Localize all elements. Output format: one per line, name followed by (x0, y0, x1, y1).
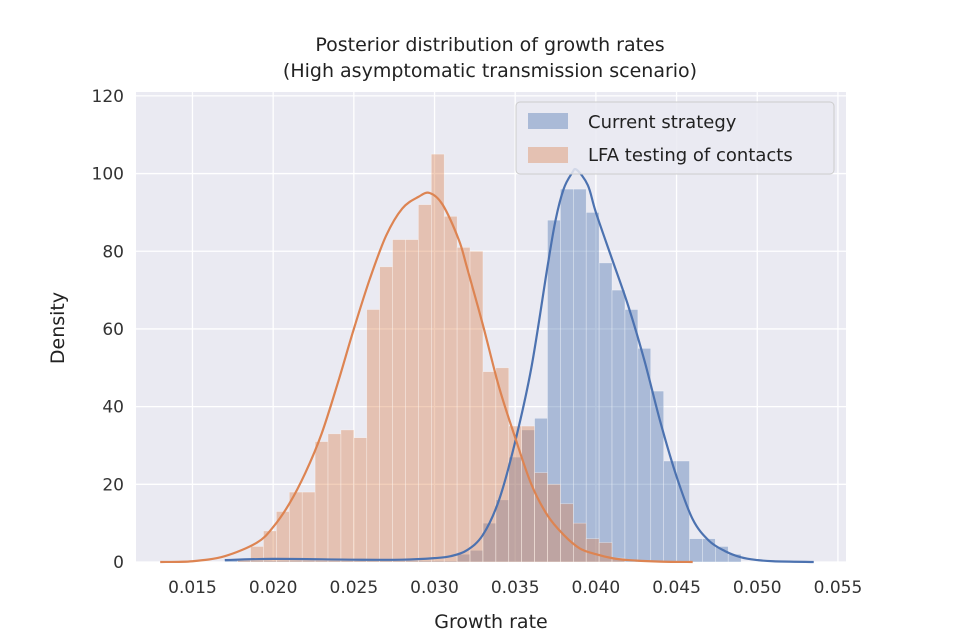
legend-swatch-lfa (528, 147, 568, 163)
histogram-bar-current (598, 262, 613, 563)
histogram-bar-lfa (456, 247, 471, 563)
x-tick-label: 0.025 (330, 578, 379, 598)
histogram-bar-lfa (340, 429, 355, 563)
histogram-bar-current (676, 460, 690, 563)
histogram-bar-current (689, 538, 703, 563)
x-tick-label: 0.040 (572, 578, 621, 598)
histogram-bar-lfa (418, 204, 432, 563)
histogram-bar-lfa (585, 538, 600, 563)
x-tick-label: 0.055 (814, 578, 863, 598)
kde-line-lfa (160, 191, 693, 564)
x-tick-label: 0.020 (249, 578, 298, 598)
histogram-bar-lfa (314, 441, 329, 563)
y-axis-label: Density (47, 292, 69, 364)
histogram-bar-lfa (301, 491, 316, 563)
histogram-bar-lfa (508, 425, 522, 563)
legend-label-current: Current strategy (588, 112, 737, 133)
histogram-bar-current (585, 212, 600, 563)
chart-title-line-2: (High asymptomatic transmission scenario… (283, 60, 697, 82)
histogram-bar-lfa (379, 266, 393, 563)
legend-swatch-current (528, 113, 568, 129)
histogram-bar-lfa (572, 522, 587, 563)
y-tick-label: 60 (102, 320, 124, 340)
histogram-bar-lfa (327, 433, 342, 563)
histogram-bar-lfa (405, 239, 419, 563)
x-tick-labels: 0.015 0.020 0.025 0.030 0.035 0.040 0.045 0.050… (168, 578, 862, 598)
x-axis-label: Growth rate (434, 611, 547, 633)
y-tick-label: 100 (92, 165, 124, 185)
histogram-bar-current (702, 538, 716, 563)
legend-box (515, 101, 835, 175)
legend-label-lfa: LFA testing of contacts (588, 145, 793, 166)
x-tick-label: 0.030 (410, 578, 459, 598)
chart-title-line-1: Posterior distribution of growth rates (315, 34, 664, 56)
histogram-bar-lfa (353, 437, 368, 563)
histogram-bar-lfa (443, 215, 458, 563)
legend: Current strategy LFA testing of contacts (515, 101, 835, 175)
y-tick-label: 120 (92, 87, 124, 107)
x-tick-label: 0.045 (652, 578, 701, 598)
histogram-bar-current (650, 390, 664, 563)
y-tick-labels: 0 20 40 60 80 100 120 (92, 87, 124, 573)
histogram-bar-lfa (534, 472, 548, 563)
x-tick-label: 0.050 (733, 578, 782, 598)
x-tick-label: 0.015 (168, 578, 217, 598)
histogram-bar-lfa (598, 542, 613, 563)
histogram-bar-current (624, 309, 639, 563)
histogram-bar-lfa (430, 153, 445, 563)
y-tick-label: 80 (102, 242, 124, 262)
histogram-bar-lfa (366, 309, 380, 563)
histogram-bar-current (663, 460, 677, 563)
histogram-bar-lfa (392, 239, 406, 563)
histogram-bar-lfa (521, 425, 535, 563)
histogram-bar-current (611, 289, 626, 563)
histogram-bar-current (572, 188, 587, 563)
y-tick-label: 0 (113, 553, 124, 573)
x-tick-label: 0.035 (491, 578, 540, 598)
y-tick-label: 40 (102, 398, 124, 418)
y-tick-label: 20 (102, 475, 124, 495)
